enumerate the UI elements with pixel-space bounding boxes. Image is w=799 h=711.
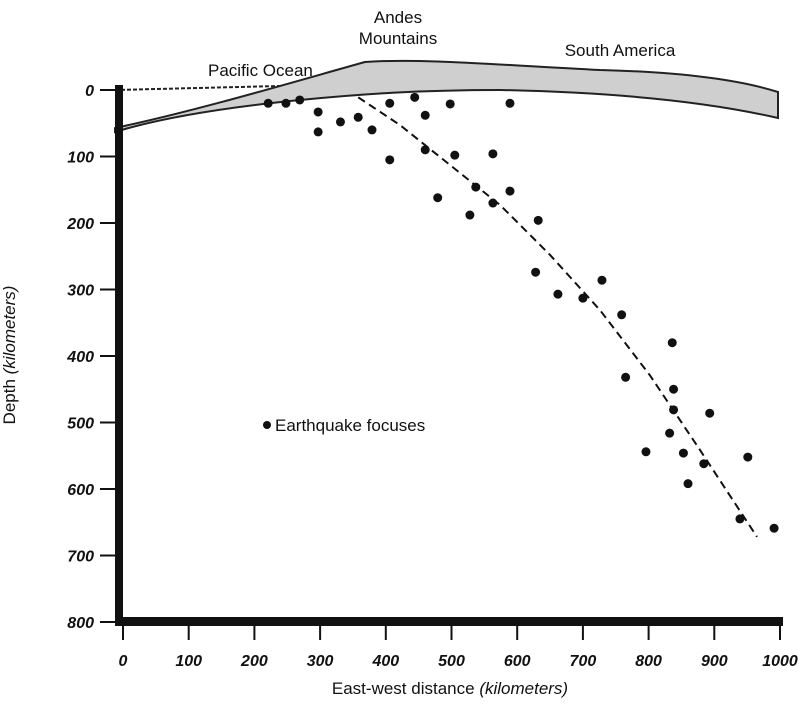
y-tick-label: 700 xyxy=(67,549,94,566)
point xyxy=(410,92,420,102)
point xyxy=(445,99,455,109)
point xyxy=(705,408,715,418)
y-axis-label-text: Depth xyxy=(0,379,19,424)
x-tick-label: 800 xyxy=(635,653,662,670)
x-tick-label: 700 xyxy=(570,653,597,670)
point xyxy=(533,215,543,225)
x-tick-label: 200 xyxy=(240,653,268,670)
x-axis-label-unit: (kilometers) xyxy=(479,679,568,698)
x-tick-label: 500 xyxy=(438,653,465,670)
point xyxy=(433,193,443,203)
dashed-curve xyxy=(357,96,758,538)
point xyxy=(735,514,745,524)
y-axis-label-unit: (kilometers) xyxy=(0,286,19,375)
point xyxy=(641,447,651,457)
y-tick-label: 200 xyxy=(66,216,94,233)
x-tick-label: 600 xyxy=(504,653,531,670)
point xyxy=(617,310,627,320)
point xyxy=(471,182,481,192)
x-axis xyxy=(115,617,783,626)
point xyxy=(263,98,273,108)
point xyxy=(667,338,677,348)
y-tick-label: 500 xyxy=(67,416,94,433)
x-axis-label-text: East-west distance xyxy=(332,679,475,698)
x-tick-label: 900 xyxy=(701,653,728,670)
x-tick-label: 1000 xyxy=(762,653,798,670)
point xyxy=(531,267,541,277)
y-tick-label: 800 xyxy=(67,615,94,632)
y-tick-label: 600 xyxy=(67,482,94,499)
point xyxy=(505,98,515,108)
point xyxy=(367,125,377,135)
point xyxy=(597,275,607,285)
y-tick-label: 400 xyxy=(66,349,94,366)
y-axis-label: Depth (kilometers) xyxy=(0,286,19,425)
annotation: Pacific Ocean xyxy=(208,61,313,80)
x-axis-label: East-west distance (kilometers) xyxy=(332,679,568,698)
annotation: Andes xyxy=(374,8,422,27)
point xyxy=(769,523,779,533)
annotation: South America xyxy=(565,41,676,60)
x-tick-label: 300 xyxy=(307,653,334,670)
point xyxy=(420,110,430,120)
point xyxy=(450,150,460,160)
point xyxy=(683,479,693,489)
point xyxy=(353,112,363,122)
point xyxy=(420,145,430,155)
point xyxy=(699,459,709,469)
point xyxy=(313,107,323,117)
y-tick-label: 0 xyxy=(85,83,94,100)
point xyxy=(743,452,753,462)
point xyxy=(281,98,291,108)
point xyxy=(488,149,498,159)
point xyxy=(488,198,498,208)
point xyxy=(505,186,515,196)
x-tick-label: 100 xyxy=(175,653,202,670)
point xyxy=(553,289,563,299)
point xyxy=(465,210,475,220)
point xyxy=(313,127,323,137)
point xyxy=(621,372,631,382)
point xyxy=(385,155,395,165)
x-tick-label: 0 xyxy=(119,653,128,670)
point xyxy=(295,95,305,105)
point xyxy=(665,428,675,438)
point xyxy=(669,405,679,415)
point xyxy=(678,448,688,458)
ocean-surface xyxy=(114,85,281,91)
legend-label: Earthquake focuses xyxy=(275,416,425,435)
y-axis xyxy=(115,85,123,625)
point xyxy=(578,293,588,303)
y-tick-label: 300 xyxy=(67,283,94,300)
point xyxy=(669,384,679,394)
annotation: Mountains xyxy=(359,29,437,48)
y-tick-label: 100 xyxy=(67,150,94,167)
point xyxy=(335,117,345,127)
point xyxy=(385,98,395,108)
legend-marker xyxy=(263,421,271,429)
x-tick-label: 400 xyxy=(371,653,399,670)
